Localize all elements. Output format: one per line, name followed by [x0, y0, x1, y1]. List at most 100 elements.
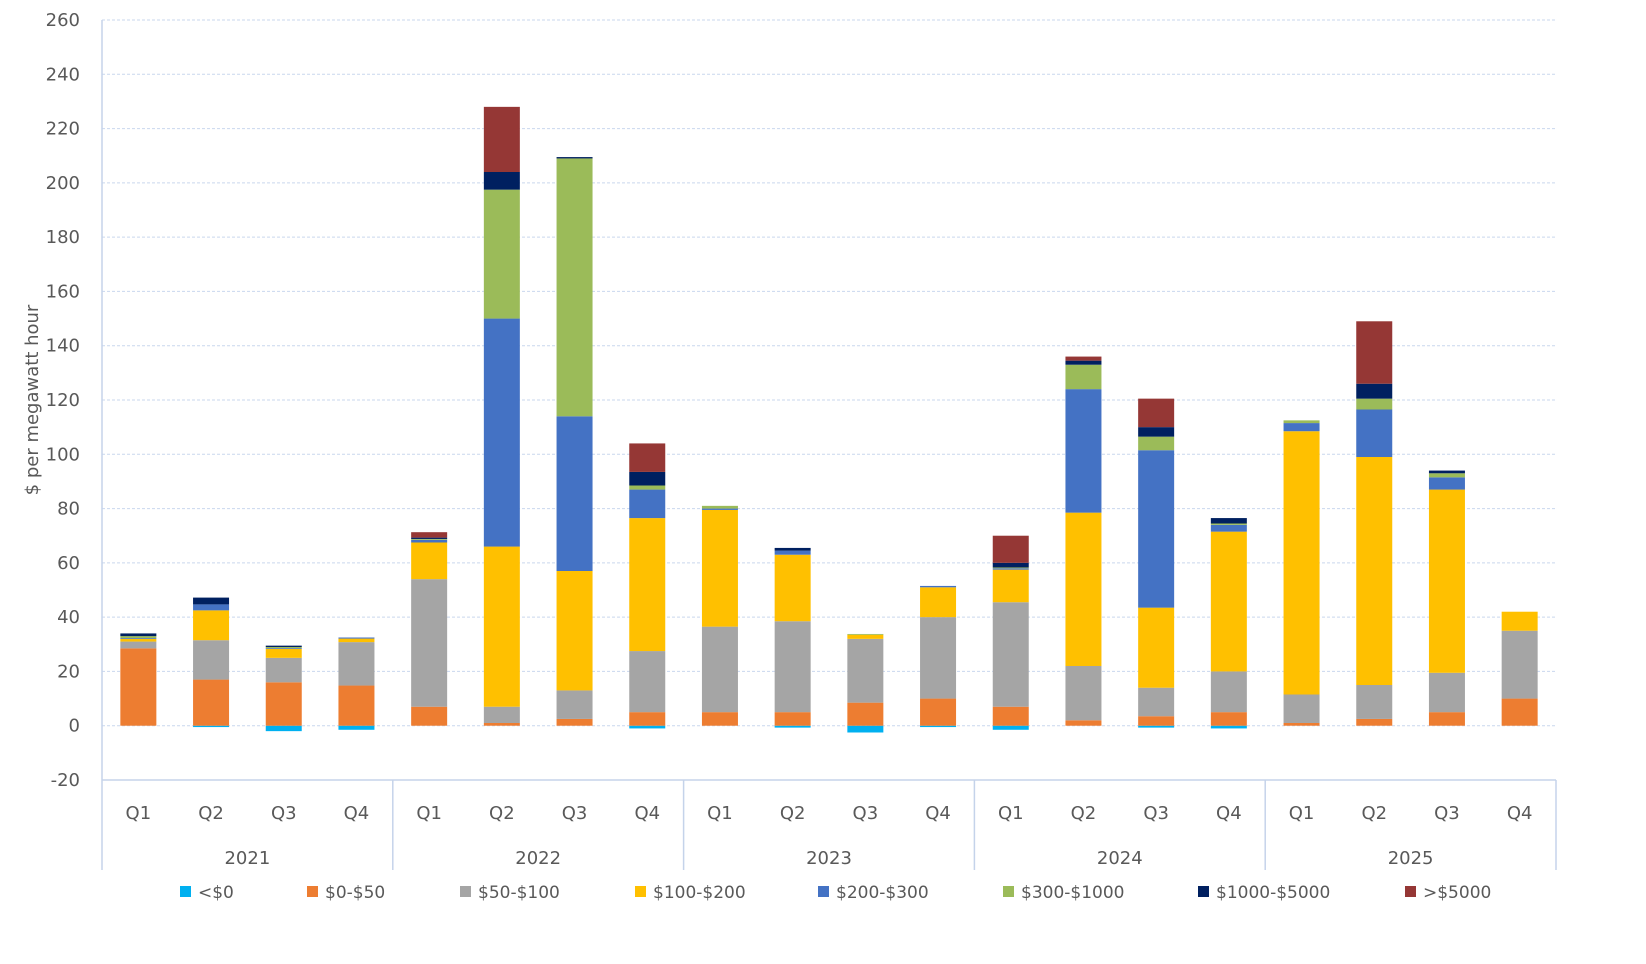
bar-segment — [701, 712, 738, 726]
bar-segment — [992, 569, 1029, 603]
bar-segment — [265, 682, 302, 726]
bar-segment — [338, 638, 375, 643]
x-tick-label-quarter: Q1 — [416, 803, 442, 824]
x-axis: Q1 Q2 Q3 Q4 Q1 Q2 Q3 Q4 Q1 Q2 Q3 Q4 Q1 Q2 Q3 Q4 Q1 Q2 Q3 Q4… — [126, 780, 1557, 870]
y-tick-label: 160 — [46, 281, 80, 302]
y-tick-label: 20 — [57, 661, 80, 682]
y-tick-label: 60 — [57, 553, 80, 574]
legend-label: $300-$1000 — [1021, 883, 1124, 903]
bar-segment — [556, 157, 593, 159]
bar-segment — [411, 538, 448, 540]
x-tick-label-year: 2023 — [806, 848, 852, 869]
y-tick-label: -20 — [51, 770, 80, 791]
x-tick-label-quarter: Q3 — [271, 803, 297, 824]
legend-item: $100-$200 — [635, 883, 746, 903]
bar-segment — [629, 471, 666, 486]
legend-label: $100-$200 — [653, 883, 746, 903]
legend-swatch — [460, 886, 471, 897]
x-tick-label-quarter: Q4 — [1216, 803, 1242, 824]
bar-segment — [556, 718, 593, 726]
bar-segment — [193, 597, 230, 605]
legend-item: <$0 — [180, 883, 234, 903]
bar-segment — [120, 638, 157, 642]
bar-segment — [1138, 450, 1175, 608]
bar-segment — [920, 725, 957, 728]
legend-swatch — [180, 886, 191, 897]
bar-segment — [1283, 420, 1320, 424]
bar-segment — [1428, 712, 1465, 726]
bar-segment — [120, 641, 157, 649]
bar-segment — [992, 706, 1029, 726]
bar-segment — [1210, 725, 1247, 729]
bar-segment — [1065, 720, 1102, 726]
bar-segment — [629, 485, 666, 490]
bar-segment — [120, 633, 157, 637]
bar-segment — [774, 621, 811, 713]
bar-segment — [1138, 716, 1175, 726]
bar-segment — [1138, 607, 1175, 688]
bar-segment — [1210, 531, 1247, 672]
bar-segment — [774, 554, 811, 622]
bar-segment — [992, 602, 1029, 707]
bar-segment — [1210, 523, 1247, 525]
bar-segment — [774, 547, 811, 551]
bar-segment — [920, 698, 957, 726]
y-tick-label: 0 — [69, 716, 80, 737]
bar-segment — [411, 542, 448, 580]
x-tick-label-quarter: Q2 — [489, 803, 515, 824]
bar-segment — [193, 725, 230, 728]
x-tick-label-year: 2024 — [1097, 848, 1143, 869]
bar-segment — [193, 610, 230, 641]
bar-segment — [920, 617, 957, 699]
bar-segment — [1428, 489, 1465, 673]
legend-label: $0-$50 — [325, 883, 385, 903]
bar-segment — [338, 685, 375, 726]
bar-segment — [701, 505, 738, 509]
x-tick-label-quarter: Q1 — [126, 803, 152, 824]
bar-segment — [920, 585, 957, 588]
x-tick-label-quarter: Q3 — [1143, 803, 1169, 824]
bar-segment — [701, 626, 738, 713]
bar-segment — [629, 712, 666, 726]
bar-segment — [556, 416, 593, 571]
bar-segment — [1501, 611, 1538, 631]
x-tick-label-quarter: Q4 — [634, 803, 660, 824]
legend-label: >$5000 — [1423, 883, 1491, 903]
bar-segment — [992, 567, 1029, 569]
bar-segment — [265, 725, 302, 732]
bar-segment — [774, 550, 811, 555]
bar-segment — [1428, 473, 1465, 478]
bar-segment — [411, 537, 448, 539]
bar-segment — [847, 638, 884, 703]
legend-item: >$5000 — [1405, 883, 1491, 903]
bar-segment — [1138, 398, 1175, 428]
bar-segment — [265, 647, 302, 649]
bar-segment — [193, 679, 230, 726]
bar-segment — [1210, 518, 1247, 524]
bars — [120, 106, 1538, 733]
bar-segment — [120, 636, 157, 639]
bar-segment — [774, 725, 811, 728]
bar-segment — [847, 634, 884, 639]
bar-segment — [629, 443, 666, 472]
bar-segment — [992, 562, 1029, 568]
x-tick-label-year: 2022 — [515, 848, 561, 869]
bar-segment — [1065, 356, 1102, 361]
bar-segment — [1283, 431, 1320, 695]
bar-segment — [1501, 698, 1538, 726]
legend-swatch — [1405, 886, 1416, 897]
legend-label: $1000-$5000 — [1216, 883, 1330, 903]
x-tick-label-year: 2021 — [224, 848, 270, 869]
y-tick-label: 240 — [46, 64, 80, 85]
bar-segment — [701, 509, 738, 627]
y-tick-label: 220 — [46, 119, 80, 140]
bar-segment — [120, 648, 157, 726]
bar-segment — [1356, 383, 1393, 399]
bar-segment — [1210, 712, 1247, 726]
x-tick-label-quarter: Q3 — [853, 803, 879, 824]
bar-segment — [1138, 436, 1175, 451]
legend-swatch — [635, 886, 646, 897]
bar-segment — [483, 189, 520, 319]
legend-label: <$0 — [198, 883, 234, 903]
